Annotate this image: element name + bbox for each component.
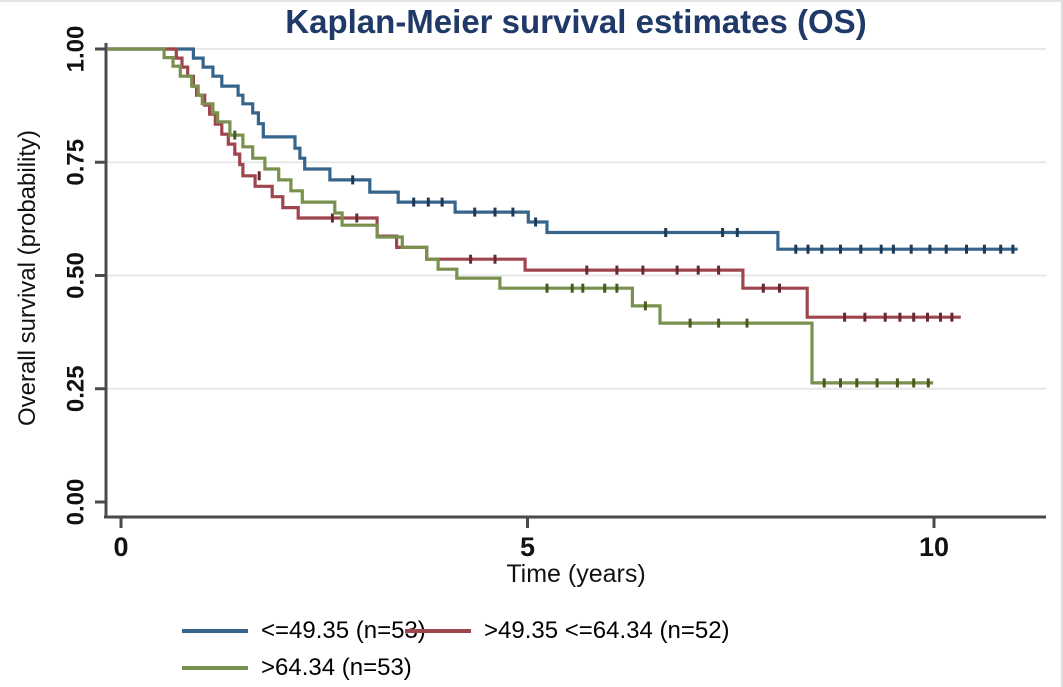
x-tick-label: 0 bbox=[113, 532, 128, 562]
legend-item-le-49-35: <=49.35 (n=53) bbox=[182, 617, 426, 644]
km-step-line-1 bbox=[107, 47, 1018, 251]
x-tick-label: 10 bbox=[919, 532, 949, 562]
legend-item-49-35-to-64-34: >49.35 <=64.34 (n=52) bbox=[405, 617, 730, 644]
km-step-line-2 bbox=[107, 47, 961, 319]
y-axis-title: Overall survival (probability) bbox=[14, 129, 41, 427]
legend-label: >49.35 <=64.34 (n=52) bbox=[484, 617, 730, 644]
y-tick-label: 0.00 bbox=[63, 479, 90, 526]
legend-line-swatch-red bbox=[405, 629, 471, 633]
x-axis-title: Time (years) bbox=[506, 560, 646, 588]
y-tick-label: 0.25 bbox=[63, 365, 90, 412]
km-step-line-3 bbox=[107, 47, 934, 385]
x-tick-label: 5 bbox=[520, 532, 535, 562]
y-tick-label: 1.00 bbox=[63, 26, 90, 73]
legend-line-swatch-blue bbox=[182, 629, 248, 633]
y-tick-label: 0.50 bbox=[63, 252, 90, 299]
legend-label: <=49.35 (n=53) bbox=[261, 617, 426, 644]
legend-line-swatch-green bbox=[182, 666, 248, 670]
chart-title: Kaplan-Meier survival estimates (OS) bbox=[285, 3, 867, 40]
legend-label: >64.34 (n=53) bbox=[261, 654, 412, 681]
legend-item-gt-64-34: >64.34 (n=53) bbox=[182, 654, 412, 681]
y-tick-label: 0.75 bbox=[63, 139, 90, 186]
